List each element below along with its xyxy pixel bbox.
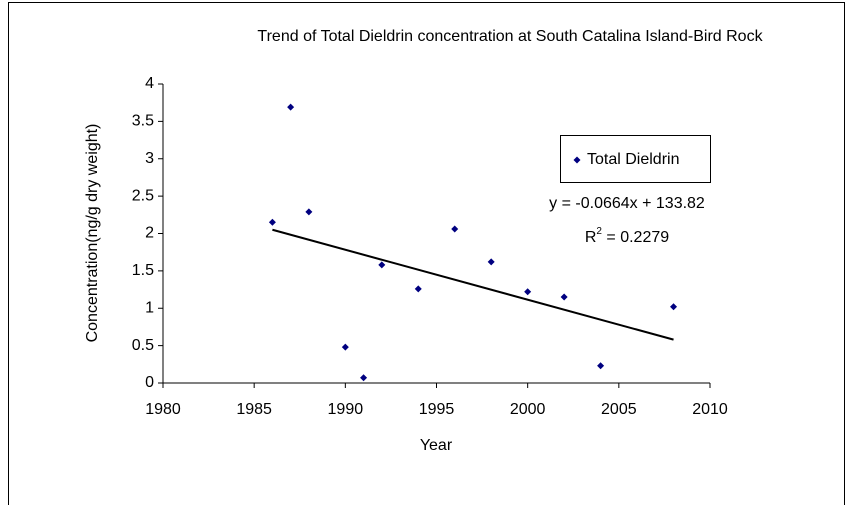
y-tick-label: 1.5 [132,262,154,279]
y-tick-label: 0.5 [132,337,154,354]
trendline [272,228,674,341]
x-axis-label: Year [420,437,453,454]
legend-label: Total Dieldrin [587,151,679,168]
x-tick-label: 1990 [328,401,364,418]
r-rest: = 0.2279 [602,229,669,246]
point [268,218,276,226]
point [305,208,313,216]
point [487,258,495,266]
point [560,293,568,301]
y-tick-label: 3 [145,150,154,167]
point [451,225,459,233]
y-tick-label: 0 [145,374,154,391]
chart-border [8,2,845,505]
y-tick-label: 4 [145,75,154,92]
x-tick-label: 1995 [419,401,455,418]
y-tick-label: 2.5 [132,187,154,204]
x-tick-label: 1980 [145,401,181,418]
legend-box [560,135,711,183]
y-tick-label: 1 [145,299,154,316]
point [360,374,368,382]
r-sup: 2 [596,226,602,237]
x-tick-label: 1985 [236,401,272,418]
x-tick-label: 2010 [692,401,728,418]
y-tick-label: 3.5 [132,113,154,130]
r-squared: R2 = 0.2279 [585,226,669,247]
y-axis-label: Concentration(ng/g dry weight) [84,124,101,343]
point [524,288,532,296]
point [287,103,295,111]
r-prefix: R [585,229,597,246]
y-tick-label: 2 [145,225,154,242]
point [341,343,349,351]
trend-equation: y = -0.0664x + 133.82 [549,195,705,212]
chart-title: Trend of Total Dieldrin concentration at… [257,28,763,45]
legend-marker [573,156,581,164]
point [670,303,678,311]
point [414,285,422,293]
x-tick-label: 2005 [601,401,637,418]
point [597,362,605,370]
point [378,261,386,269]
x-tick-label: 2000 [510,401,546,418]
